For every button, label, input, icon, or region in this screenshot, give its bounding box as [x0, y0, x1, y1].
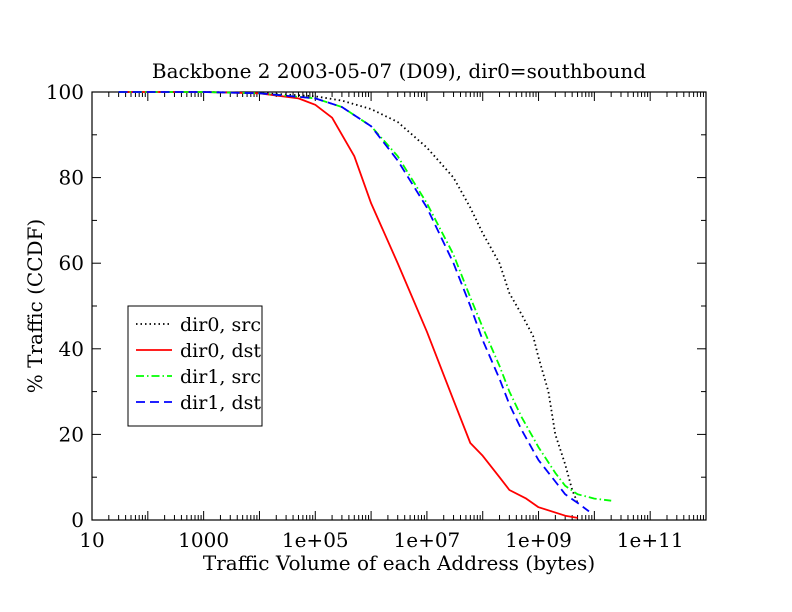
legend-box: [127, 305, 263, 427]
legend-label-2: dir0, dst: [180, 340, 261, 362]
series-line-4: [118, 91, 590, 513]
y-tick-label: 80: [59, 166, 84, 190]
legend-label-4: dir1, dst: [180, 392, 261, 414]
x-tick-label: 10: [79, 528, 104, 552]
chart-title: Backbone 2 2003-05-07 (D09), dir0=southb…: [152, 59, 646, 83]
y-tick-label: 60: [59, 251, 84, 275]
legend-label-1: dir0, src: [180, 314, 261, 336]
x-axis-label: Traffic Volume of each Address (bytes): [203, 551, 595, 575]
series-line-2: [118, 91, 578, 519]
x-tick-label: 1e+09: [505, 528, 572, 552]
y-tick-label: 100: [46, 80, 84, 104]
series-line-1: [118, 91, 579, 504]
y-tick-label: 40: [59, 337, 84, 361]
y-tick-label: 0: [71, 508, 84, 532]
legend: dir0, src dir0, dst dir1, src dir1, dst: [127, 305, 263, 427]
plot-area: 10 1000 1e+05 1e+07 1e+09 1e+11 0 20 40 60 80 100: [46, 80, 707, 552]
x-tick-label: 1000: [178, 528, 229, 552]
y-tick-label: 20: [59, 422, 84, 446]
x-tick-label: 1e+05: [282, 528, 349, 552]
y-axis-label: % Traffic (CCDF): [23, 219, 47, 393]
x-tick-label: 1e+07: [394, 528, 461, 552]
legend-label-3: dir1, src: [180, 366, 261, 388]
x-tick-label: 1e+11: [617, 528, 684, 552]
series-line-3: [118, 91, 612, 502]
